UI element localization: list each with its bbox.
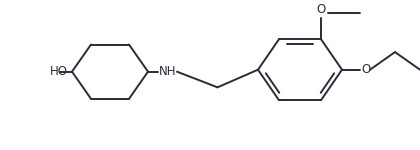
Text: O: O (361, 63, 370, 76)
Text: HO: HO (50, 65, 68, 78)
Text: NH: NH (159, 65, 176, 78)
Text: O: O (316, 3, 326, 16)
